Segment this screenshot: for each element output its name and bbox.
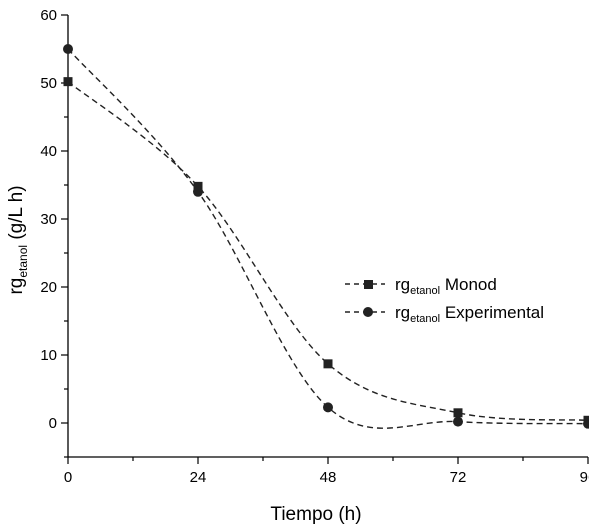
x-tick-label: 24 <box>190 469 207 486</box>
legend-label-monod-rest: Monod <box>440 275 497 294</box>
legend: rgetanol Monod rgetanol Experimental <box>345 275 544 325</box>
y-axis-label-main: rg <box>6 278 27 295</box>
data-point-monod <box>193 181 203 191</box>
data-point-monod <box>453 408 463 418</box>
data-point-experimental <box>453 416 463 427</box>
axes <box>67 15 588 458</box>
legend-marker-experimental <box>363 307 373 317</box>
y-tick-label: 20 <box>40 279 57 296</box>
y-tick-label: 10 <box>40 347 57 364</box>
series-line-0 <box>67 81 589 421</box>
legend-label-experimental-main: rg <box>395 303 410 322</box>
series-markers <box>63 44 589 429</box>
legend-label-monod-main: rg <box>395 275 410 294</box>
data-point-experimental <box>63 44 73 54</box>
y-tick-label: 0 <box>49 415 57 432</box>
data-point-monod <box>323 359 333 369</box>
y-axis-ticks: 0 10 20 30 40 50 60 <box>40 7 68 458</box>
data-point-experimental <box>323 402 333 413</box>
y-tick-label: 50 <box>40 75 57 92</box>
series-line-1 <box>67 48 589 429</box>
data-point-experimental <box>583 418 589 429</box>
legend-label-monod-sub: etanol <box>410 285 440 297</box>
legend-label-experimental-rest: Experimental <box>440 303 544 322</box>
y-axis-label-sub: etanol <box>16 245 30 278</box>
y-tick-label: 40 <box>40 143 57 160</box>
legend-label-experimental-sub: etanol <box>410 313 440 325</box>
x-tick-label: 0 <box>64 469 72 486</box>
legend-marker-monod <box>364 280 373 289</box>
x-axis-label: Tiempo (h) <box>270 504 361 525</box>
data-point-experimental <box>193 186 203 197</box>
y-tick-label: 60 <box>40 7 57 24</box>
legend-label-monod: rgetanol Monod <box>395 275 497 297</box>
x-tick-label: 48 <box>320 469 337 486</box>
data-point-monod <box>63 77 73 87</box>
series-lines <box>67 48 589 429</box>
y-tick-label: 30 <box>40 211 57 228</box>
x-tick-label: 72 <box>450 469 467 486</box>
y-axis-label-unit: (g/L h) <box>6 185 27 245</box>
legend-label-experimental: rgetanol Experimental <box>395 303 544 325</box>
x-axis-ticks: 0 24 48 72 96 <box>64 457 589 486</box>
y-axis-label: rgetanol (g/L h) <box>6 185 30 294</box>
x-tick-label: 96 <box>580 469 589 486</box>
